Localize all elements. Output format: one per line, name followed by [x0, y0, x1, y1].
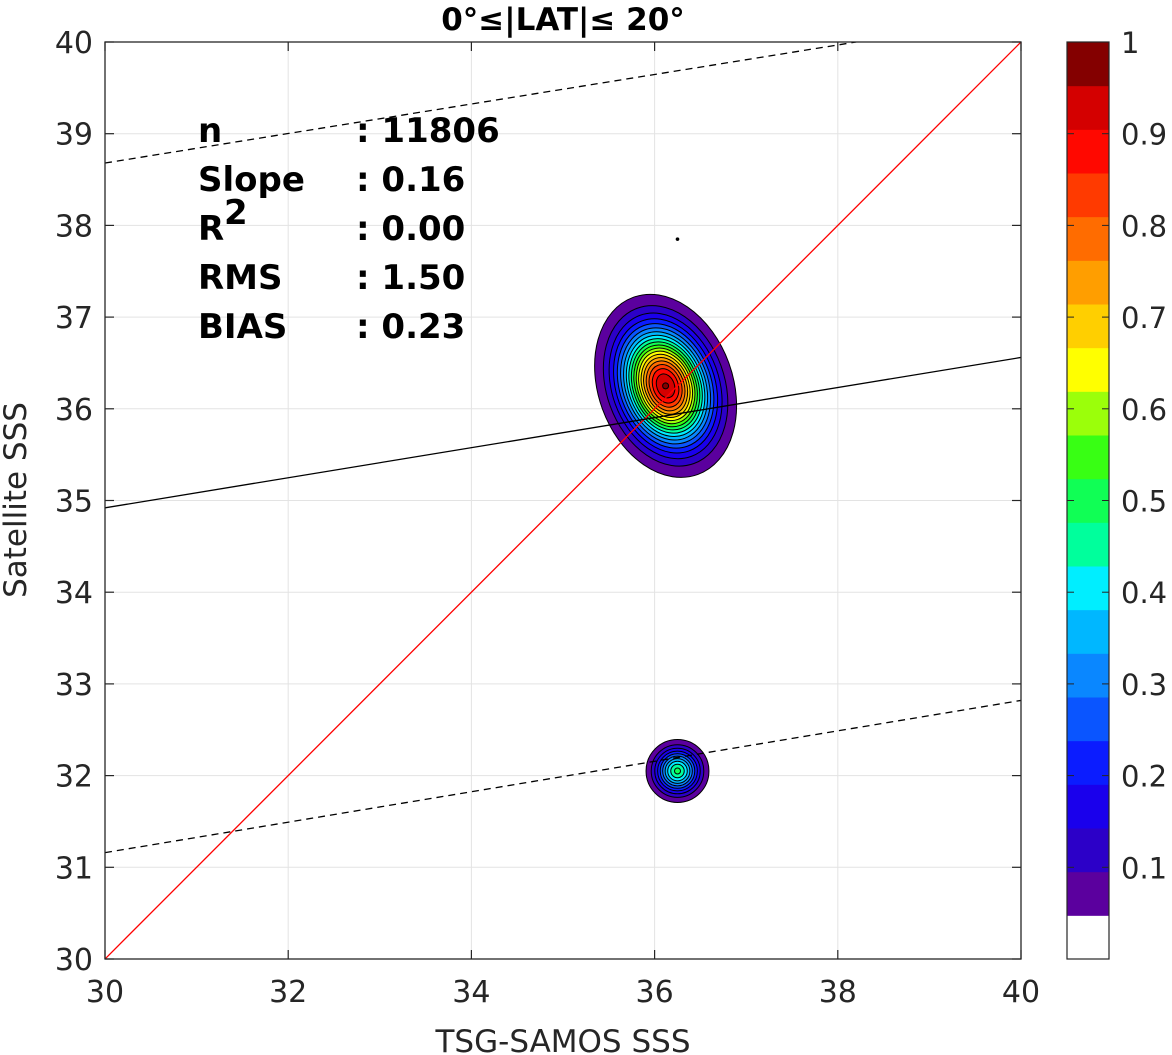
colorbar-tick-label: 0.2 [1121, 760, 1167, 794]
colorbar-segment [1067, 129, 1109, 174]
line-fit-upper [105, 42, 857, 164]
colorbar-segment [1067, 697, 1109, 742]
colorbar-segment [1067, 653, 1109, 698]
colorbar-segment [1067, 828, 1109, 873]
colorbar-segment [1067, 304, 1109, 349]
line-fit [105, 356, 1021, 509]
y-tick-label: 37 [55, 301, 93, 336]
colorbar-segment [1067, 216, 1109, 261]
stat-superscript: 2 [224, 193, 248, 233]
chart-title: 0°≤|LAT|≤ 20° [441, 2, 685, 38]
stat-label: n [198, 111, 222, 151]
x-tick-label: 36 [636, 975, 674, 1010]
stat-label: RMS [198, 258, 283, 298]
stat-value: : 0.16 [356, 160, 465, 200]
colorbar-tick-label: 0.7 [1121, 301, 1167, 335]
reference-lines [105, 42, 1021, 959]
y-tick-label: 40 [55, 26, 93, 61]
colorbar-tick-label: 1 [1121, 26, 1139, 60]
stat-label: Slope [198, 160, 305, 200]
stat-value: : 1.50 [356, 258, 465, 298]
colorbar-segment [1067, 566, 1109, 611]
colorbar-segment [1067, 435, 1109, 480]
line-fit-lower [105, 699, 1021, 854]
colorbar-tick-label: 0.3 [1121, 668, 1167, 702]
y-axis-label: Satellite SSS [0, 402, 34, 598]
colorbar-tick-label: 0.6 [1121, 393, 1167, 427]
x-tick-label: 40 [1002, 975, 1040, 1010]
colorbar-segment [1067, 915, 1109, 960]
colorbar-segment [1067, 740, 1109, 785]
stat-label: BIAS [198, 307, 287, 347]
colorbar-segment [1067, 260, 1109, 305]
stats-box: n : 11806 Slope : 0.16 R 2 : 0.00 RMS : 1.50 BIAS… [198, 111, 500, 347]
y-tick-label: 35 [55, 485, 93, 520]
y-tick-label: 31 [55, 851, 93, 886]
stat-value: : 0.00 [356, 209, 465, 249]
stat-value: : 0.23 [356, 307, 465, 347]
colorbar-segment [1067, 871, 1109, 916]
x-tick-label: 30 [86, 975, 124, 1010]
y-tick-label: 30 [55, 943, 93, 978]
colorbar-tick-label: 0.9 [1121, 118, 1167, 152]
colorbar-segment [1067, 609, 1109, 654]
axis-ticks: 30 32 34 36 38 40 30 31 32 33 34 35 36 37 38 39 40 [55, 26, 1040, 1010]
x-tick-label: 34 [452, 975, 490, 1010]
x-tick-label: 38 [819, 975, 857, 1010]
x-axis-label: TSG-SAMOS SSS [435, 1024, 691, 1055]
y-tick-label: 34 [55, 576, 93, 611]
colorbar-segment [1067, 391, 1109, 436]
colorbar-segment [1067, 784, 1109, 829]
x-tick-label: 32 [269, 975, 307, 1010]
density-contour-level [662, 382, 670, 390]
stat-label: R [198, 209, 224, 249]
colorbar-segment [1067, 173, 1109, 218]
colorbar-tick-label: 0.8 [1121, 209, 1167, 243]
colorbar-tick-label: 0.1 [1121, 851, 1167, 885]
y-tick-label: 39 [55, 118, 93, 153]
colorbar-segment [1067, 347, 1109, 392]
density-dot [675, 237, 680, 241]
stat-value: : 11806 [356, 111, 500, 151]
grid [105, 42, 1021, 959]
colorbar-tick-label: 0.5 [1121, 485, 1167, 519]
y-tick-label: 36 [55, 393, 93, 428]
line-one-to-one [105, 42, 1021, 959]
colorbar-segment [1067, 85, 1109, 130]
colorbar-segment [1067, 522, 1109, 567]
colorbar: 0.1 0.2 0.3 0.4 0.5 0.6 0.7 0.8 0.9 1 [1066, 26, 1167, 960]
colorbar-tick-label: 0.4 [1121, 576, 1167, 610]
y-tick-label: 33 [55, 668, 93, 703]
y-tick-label: 32 [55, 760, 93, 795]
y-tick-label: 38 [55, 209, 93, 244]
density-contour-level [674, 767, 681, 775]
colorbar-segment [1067, 42, 1109, 87]
